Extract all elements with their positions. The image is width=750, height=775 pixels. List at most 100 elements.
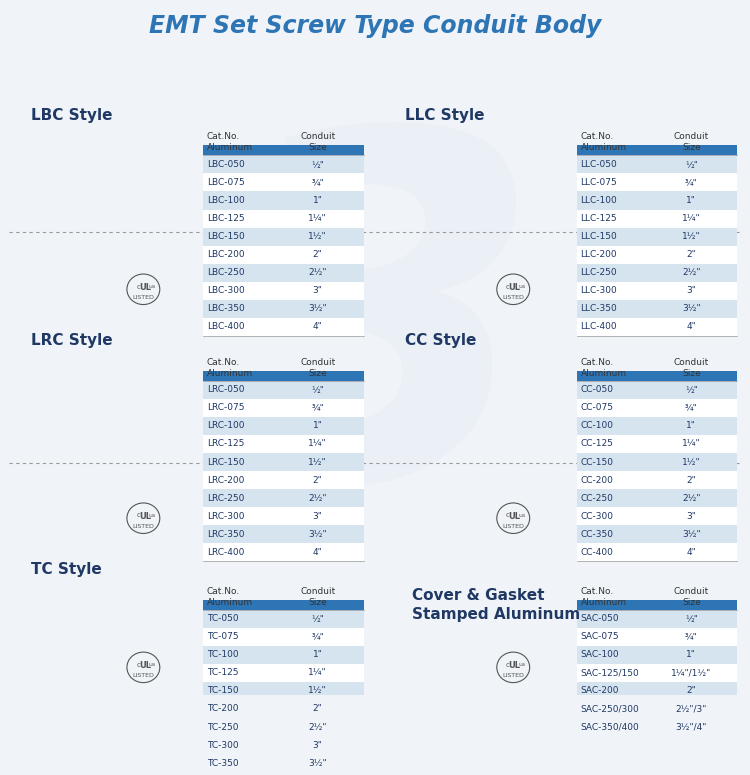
Text: 1¼": 1¼" [308,668,327,677]
Text: CC-075: CC-075 [580,404,614,412]
Text: TC-250: TC-250 [207,722,238,732]
FancyBboxPatch shape [577,209,737,228]
Text: LRC-250: LRC-250 [207,494,245,503]
Text: TC-350: TC-350 [207,759,238,767]
FancyBboxPatch shape [203,600,364,610]
Text: us: us [148,284,156,289]
Text: 1½": 1½" [682,457,700,467]
Text: c: c [136,662,140,667]
Text: c: c [506,512,510,518]
FancyBboxPatch shape [577,610,737,628]
Text: EMT Set Screw Type Conduit Body: EMT Set Screw Type Conduit Body [148,14,602,38]
Text: 1¼": 1¼" [308,214,327,223]
FancyBboxPatch shape [203,381,364,399]
FancyBboxPatch shape [577,507,737,525]
Text: Conduit
Size: Conduit Size [300,358,335,377]
Text: SAC-200: SAC-200 [580,687,619,695]
Text: 1½": 1½" [682,232,700,241]
Text: 1": 1" [686,422,696,430]
Text: Cat.No.
Aluminum: Cat.No. Aluminum [580,358,626,377]
Text: 2": 2" [313,250,322,259]
Text: LRC-200: LRC-200 [207,476,245,484]
Text: LISTED: LISTED [133,295,154,300]
FancyBboxPatch shape [577,646,737,664]
Text: LLC-300: LLC-300 [580,286,617,295]
Text: 2": 2" [313,476,322,484]
Text: 1¼": 1¼" [308,439,327,449]
Text: LRC-350: LRC-350 [207,529,245,539]
Text: SAC-250/300: SAC-250/300 [580,704,639,714]
Text: LLC-075: LLC-075 [580,178,617,187]
Text: TC Style: TC Style [32,562,102,577]
Text: LRC-400: LRC-400 [207,548,245,556]
FancyBboxPatch shape [577,228,737,246]
FancyBboxPatch shape [203,281,364,300]
Text: us: us [518,513,526,518]
Text: c: c [506,284,510,290]
Text: TC-125: TC-125 [207,668,238,677]
Text: TC-150: TC-150 [207,687,238,695]
Text: LLC-150: LLC-150 [580,232,617,241]
Text: 4": 4" [313,322,322,331]
FancyBboxPatch shape [577,525,737,543]
Text: UL: UL [509,284,520,292]
Text: TC-200: TC-200 [207,704,238,714]
Text: us: us [148,513,156,518]
FancyBboxPatch shape [577,435,737,453]
FancyBboxPatch shape [203,754,364,772]
FancyBboxPatch shape [203,264,364,281]
Text: UL: UL [509,662,520,670]
Text: 1½": 1½" [308,687,327,695]
FancyBboxPatch shape [577,664,737,682]
Text: LRC Style: LRC Style [32,333,113,348]
FancyBboxPatch shape [577,191,737,209]
Text: LLC-200: LLC-200 [580,250,617,259]
Text: 1": 1" [686,196,696,205]
Text: LRC-050: LRC-050 [207,385,245,394]
FancyBboxPatch shape [203,246,364,264]
Text: CC Style: CC Style [405,333,476,348]
Text: 2½": 2½" [682,494,700,503]
Text: LISTED: LISTED [503,673,524,678]
FancyBboxPatch shape [203,453,364,471]
Text: LISTED: LISTED [133,524,154,529]
Text: LLC-400: LLC-400 [580,322,617,331]
Text: Cover & Gasket
Stamped Aluminum: Cover & Gasket Stamped Aluminum [413,587,580,622]
Text: 1¼"/1½": 1¼"/1½" [671,668,712,677]
Text: Conduit
Size: Conduit Size [674,587,709,607]
FancyBboxPatch shape [203,507,364,525]
Text: ½": ½" [311,385,324,394]
FancyBboxPatch shape [203,489,364,507]
FancyBboxPatch shape [203,525,364,543]
FancyBboxPatch shape [203,156,364,174]
Text: us: us [518,662,526,667]
FancyBboxPatch shape [203,682,364,700]
FancyBboxPatch shape [577,453,737,471]
Text: 2½": 2½" [682,268,700,277]
Text: 2": 2" [686,687,696,695]
FancyBboxPatch shape [203,300,364,318]
FancyBboxPatch shape [577,628,737,646]
Text: CC-150: CC-150 [580,457,614,467]
FancyBboxPatch shape [577,246,737,264]
Text: Conduit
Size: Conduit Size [300,587,335,607]
Text: LRC-125: LRC-125 [207,439,245,449]
Text: LRC-150: LRC-150 [207,457,245,467]
FancyBboxPatch shape [203,736,364,754]
Text: 2": 2" [686,250,696,259]
Text: LISTED: LISTED [503,524,524,529]
Text: ¾": ¾" [311,404,324,412]
Text: Cat.No.
Aluminum: Cat.No. Aluminum [207,133,253,153]
Text: 3½": 3½" [308,759,327,767]
Text: CC-350: CC-350 [580,529,614,539]
Text: SAC-100: SAC-100 [580,650,619,660]
Text: 1": 1" [686,650,696,660]
Text: 3½"/4": 3½"/4" [676,722,707,732]
Text: LBC-125: LBC-125 [207,214,245,223]
Text: CC-100: CC-100 [580,422,614,430]
Text: 2": 2" [313,704,322,714]
Text: 2½": 2½" [308,494,327,503]
Text: ½": ½" [311,160,324,169]
Text: CC-200: CC-200 [580,476,614,484]
Text: c: c [136,284,140,290]
